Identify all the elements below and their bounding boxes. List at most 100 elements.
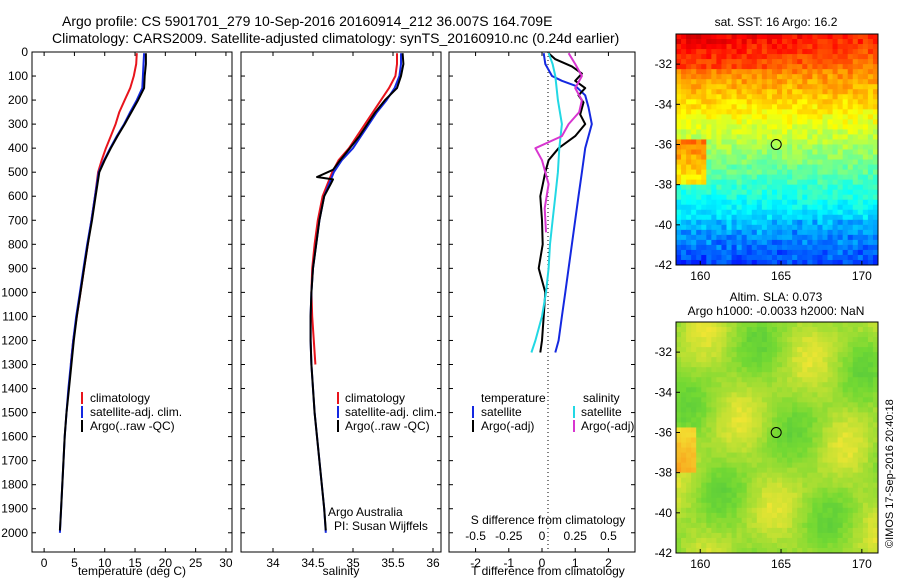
map-cell: [766, 522, 773, 529]
map-cell: [847, 39, 854, 45]
map-cell: [872, 49, 878, 55]
map-cell: [721, 234, 728, 241]
map-cell: [812, 229, 818, 236]
map-cell: [771, 209, 778, 216]
map-cell: [766, 337, 773, 343]
map-cell: [792, 184, 798, 191]
map-cell: [751, 442, 758, 449]
map-cell: [681, 407, 687, 413]
map-cell: [746, 84, 753, 90]
map-cell: [867, 402, 874, 408]
map-cell: [777, 124, 783, 131]
map-cell: [676, 367, 682, 373]
map-cell: [686, 244, 692, 251]
map-cell: [721, 159, 728, 166]
map-cell: [827, 259, 834, 265]
map-cell: [862, 482, 869, 489]
map-cell: [736, 34, 743, 40]
map-cell: [857, 84, 864, 90]
map-cell: [822, 472, 829, 479]
map-cell: [756, 39, 763, 45]
map-cell: [731, 492, 738, 499]
map-cell: [701, 462, 707, 469]
map-cell: [817, 174, 824, 181]
map-cell: [787, 512, 793, 519]
map-cell: [837, 352, 844, 358]
map-cell: [771, 422, 778, 429]
map-cell: [706, 224, 712, 231]
map-cell: [701, 84, 707, 90]
map-cell: [726, 119, 733, 125]
map-cell: [766, 367, 773, 373]
map-cell: [711, 174, 717, 181]
map-cell: [832, 129, 839, 136]
map-cell: [746, 249, 753, 256]
map-cell: [706, 547, 712, 553]
map-cell: [706, 99, 712, 105]
map-cell: [807, 219, 813, 226]
map-cell: [827, 189, 834, 196]
map-cell: [686, 507, 692, 514]
map-cell: [696, 482, 702, 489]
map-cell: [746, 54, 753, 60]
map-cell: [761, 229, 768, 236]
map-cell: [711, 229, 717, 236]
map-cell: [777, 64, 783, 70]
map-cell: [797, 59, 803, 65]
map-cell: [827, 209, 834, 216]
map-cell: [822, 407, 829, 413]
map-cell: [716, 377, 723, 383]
map-cell: [726, 44, 733, 50]
map-cell: [741, 377, 748, 383]
map-cell: [862, 124, 869, 131]
map-cell: [711, 362, 717, 368]
map-cell: [822, 234, 829, 241]
difference-panel: [448, 51, 636, 553]
map-cell: [731, 537, 738, 544]
map-cell: [862, 209, 869, 216]
map-cell: [782, 209, 788, 216]
map-cell: [691, 74, 697, 80]
map-cell: [686, 99, 692, 105]
map-cell: [857, 74, 864, 80]
map-cell: [862, 387, 869, 393]
map-cell: [792, 229, 798, 236]
map-cell: [756, 94, 763, 100]
map-cell: [837, 452, 844, 459]
map-cell: [802, 507, 808, 514]
map-cell: [832, 154, 839, 161]
map-cell: [852, 507, 859, 514]
map-cell: [827, 352, 834, 358]
map-cell: [867, 249, 874, 256]
map-cell: [862, 322, 869, 328]
map-cell: [802, 332, 808, 338]
map-cell: [807, 447, 813, 454]
map-cell: [676, 39, 682, 45]
map-cell: [741, 59, 748, 65]
map-cell: [756, 382, 763, 388]
map-cell: [782, 357, 788, 363]
map-cell: [756, 447, 763, 454]
map-cell: [812, 397, 818, 403]
map-cell: [837, 164, 844, 171]
map-cell: [872, 377, 878, 383]
map-cell: [716, 94, 723, 100]
map-cell: [782, 204, 788, 211]
map-cell: [842, 532, 849, 539]
map-cell: [726, 129, 733, 136]
map-cell: [741, 224, 748, 231]
map-cell: [822, 154, 829, 161]
map-cell: [761, 119, 768, 125]
map-cell: [847, 239, 854, 246]
map-cell: [832, 402, 839, 408]
map-cell: [761, 49, 768, 55]
map-cell: [736, 437, 743, 444]
map-cell: [832, 49, 839, 55]
map-cell: [756, 259, 763, 265]
map-cell: [756, 367, 763, 373]
map-cell: [812, 219, 818, 226]
map-cell: [872, 164, 878, 171]
map-cell: [862, 437, 869, 444]
map-cell: [837, 387, 844, 393]
map-cell: [771, 527, 778, 534]
